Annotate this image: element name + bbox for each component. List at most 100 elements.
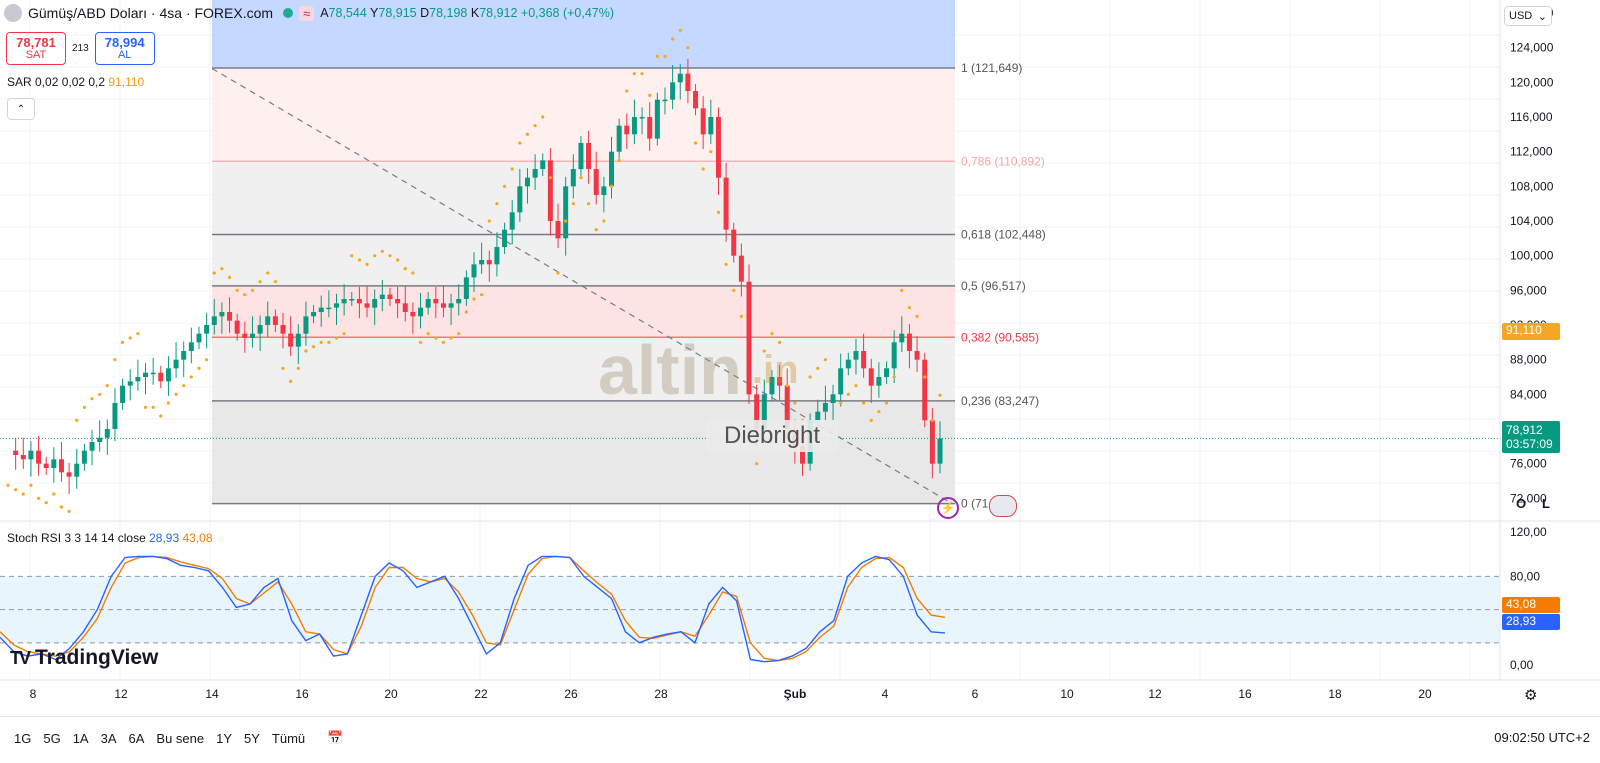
candle-body <box>288 333 294 347</box>
sar-dot <box>235 288 239 292</box>
stoch-axis-label: 80,00 <box>1510 569 1540 583</box>
gear-icon[interactable]: ⚙ <box>1524 687 1538 704</box>
market-status-icon <box>283 8 294 18</box>
candle-body <box>58 459 64 473</box>
price-axis-label: 100,000 <box>1510 249 1554 263</box>
candle-body <box>295 333 301 347</box>
candle-body <box>479 260 485 265</box>
range-button-7[interactable]: 5Y <box>244 730 260 746</box>
buy-button[interactable]: 78,994 AL <box>94 32 155 65</box>
sar-dot <box>724 262 728 266</box>
candle-body <box>97 437 103 442</box>
candle-body <box>815 411 821 421</box>
range-button-6[interactable]: 1Y <box>216 730 233 746</box>
time-axis-label: 16 <box>1238 687 1252 701</box>
candle-body <box>547 160 553 221</box>
range-button-1[interactable]: 5G <box>43 730 61 746</box>
candle-body <box>150 372 156 375</box>
candle-body <box>418 307 424 317</box>
tradingview-logo[interactable]: TV TradingView <box>10 646 159 669</box>
candle-body <box>486 260 492 265</box>
fib-level-label: 0,786 (110,892) <box>961 154 1045 168</box>
sell-button[interactable]: 78,781 SAT <box>6 32 66 65</box>
chevron-down-icon: ⌄ <box>1537 10 1547 23</box>
price-axis-label: 76,000 <box>1510 457 1547 471</box>
range-button-2[interactable]: 1A <box>72 730 89 746</box>
time-axis-label: 28 <box>654 687 668 701</box>
symbol-title[interactable]: Gümüş/ABD Doları · 4sa · FOREX.com <box>28 5 274 21</box>
sar-dot <box>609 184 614 188</box>
sar-dot <box>449 336 453 340</box>
altin-watermark: altin .in <box>598 331 799 409</box>
candle-body <box>670 82 676 100</box>
price-axis-label: 84,000 <box>1510 387 1547 401</box>
sar-dot <box>296 366 300 370</box>
range-button-3[interactable]: 3A <box>100 730 117 746</box>
range-button-5[interactable]: Bu sene <box>156 730 205 746</box>
sar-dot <box>6 483 10 487</box>
calendar-goto-icon[interactable]: 📅 <box>327 730 344 745</box>
candle-body <box>746 281 752 395</box>
sar-dot <box>709 150 713 154</box>
sar-dot <box>884 401 889 405</box>
candle-body <box>586 143 592 169</box>
candle-body <box>143 372 149 377</box>
price-axis-label: 72,000 <box>1510 491 1547 505</box>
clock-readout[interactable]: 09:02:50 UTC+2 <box>1494 730 1590 745</box>
sar-dot <box>36 496 41 500</box>
sar-dot <box>350 254 354 258</box>
sar-dot <box>762 349 766 353</box>
sar-dot <box>495 202 499 206</box>
range-button-8[interactable]: Tümü <box>271 730 306 746</box>
sar-dot <box>541 115 545 119</box>
currency-select[interactable]: USD ⌄ <box>1504 6 1552 26</box>
us-flag-event-icon[interactable] <box>989 495 1017 517</box>
range-button-4[interactable]: 6A <box>128 730 145 746</box>
time-axis-label: 4 <box>882 687 889 701</box>
scale-auto-button[interactable]: O <box>1516 496 1527 511</box>
sar-indicator-legend[interactable]: SAR 0,02 0,02 0,2 91,110 <box>7 75 145 89</box>
candle-body <box>181 351 187 360</box>
sar-dot <box>59 505 64 509</box>
candle-body <box>723 177 729 230</box>
candle-body <box>845 359 851 369</box>
sar-dot <box>327 340 331 344</box>
stoch-rsi-legend[interactable]: Stoch RSI 3 3 14 14 close 28,93 43,08 <box>7 531 213 545</box>
candle-body <box>120 385 126 403</box>
sar-dot <box>518 141 522 145</box>
sar-dot <box>480 293 484 297</box>
price-axis-label: 88,000 <box>1510 353 1547 367</box>
candle-body <box>738 255 744 282</box>
stoch-axis-label: 120,00 <box>1510 525 1547 539</box>
candle-body <box>540 160 546 169</box>
price-axis-label: 116,000 <box>1510 110 1553 124</box>
time-axis-label: 6 <box>972 687 979 701</box>
fib-zone <box>212 337 955 401</box>
sar-dot <box>701 167 705 171</box>
author-watermark: Diebright <box>706 420 839 452</box>
fib-zone <box>212 400 955 504</box>
sar-dot <box>869 418 873 422</box>
candle-body <box>715 117 721 178</box>
range-button-0[interactable]: 1G <box>14 730 32 746</box>
chevron-up-icon[interactable]: ⌃ <box>7 98 35 120</box>
candle-body <box>379 294 385 299</box>
sar-dot <box>90 397 94 401</box>
candle-body <box>853 351 859 360</box>
candle-body <box>838 368 844 395</box>
sar-dot <box>678 28 682 32</box>
lightning-event-icon[interactable]: ⚡ <box>937 497 959 519</box>
sar-dot <box>273 280 277 284</box>
sar-dot <box>648 93 652 97</box>
scale-log-button[interactable]: L <box>1542 496 1550 511</box>
candle-body <box>311 312 317 317</box>
approx-data-badge[interactable]: ≈ <box>299 5 315 21</box>
candle-body <box>509 212 515 230</box>
candle-body <box>906 333 912 351</box>
sar-dot <box>632 72 637 76</box>
candle-body <box>13 450 19 455</box>
candle-body <box>891 342 897 369</box>
candle-body <box>402 303 408 312</box>
fib-level-label: 0,382 (90,585) <box>961 330 1039 344</box>
